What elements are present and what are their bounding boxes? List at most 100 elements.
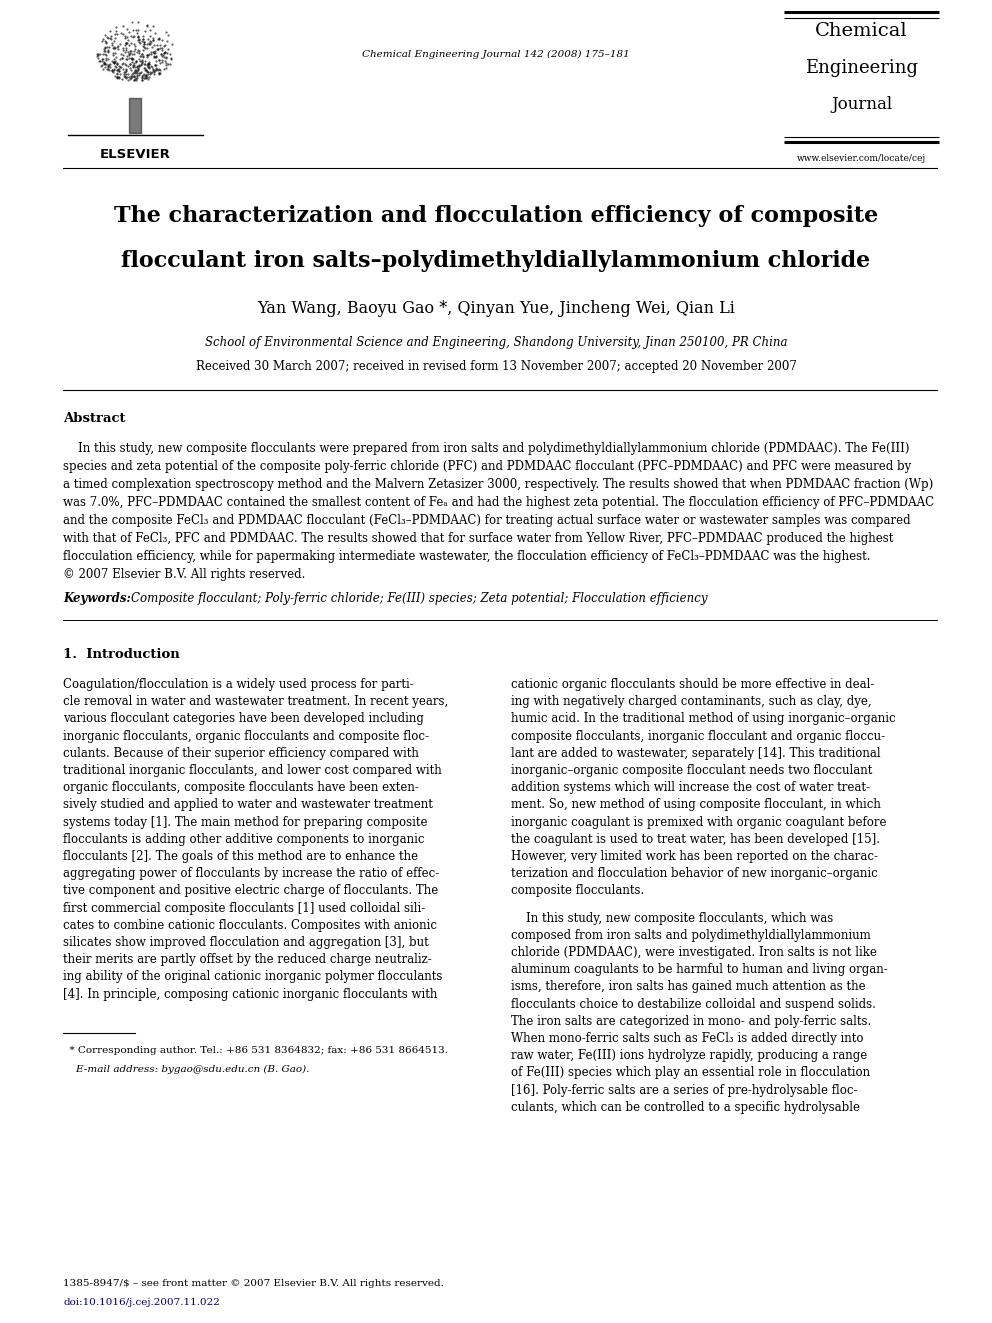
Text: [16]. Poly-ferric salts are a series of pre-hydrolysable floc-: [16]. Poly-ferric salts are a series of … <box>511 1084 857 1097</box>
Point <box>136 33 152 54</box>
Point <box>147 54 163 75</box>
Point <box>108 17 124 38</box>
Point <box>137 50 153 71</box>
Point <box>120 41 136 62</box>
Text: and the composite FeCl₃ and PDMDAAC flocculant (FeCl₃–PDMDAAC) for treating actu: and the composite FeCl₃ and PDMDAAC floc… <box>63 515 911 527</box>
Point <box>131 29 147 50</box>
Text: traditional inorganic flocculants, and lower cost compared with: traditional inorganic flocculants, and l… <box>63 763 441 777</box>
Point <box>128 60 144 81</box>
Point <box>151 64 167 85</box>
Point <box>108 57 124 78</box>
Point <box>109 64 125 85</box>
Text: cationic organic flocculants should be more effective in deal-: cationic organic flocculants should be m… <box>511 677 874 691</box>
Point <box>123 66 139 87</box>
Point <box>114 48 130 69</box>
Point <box>137 65 153 86</box>
Text: humic acid. In the traditional method of using inorganic–organic: humic acid. In the traditional method of… <box>511 712 896 725</box>
Point <box>98 44 114 65</box>
Point <box>129 57 145 78</box>
Point <box>120 64 136 85</box>
Point <box>102 20 118 41</box>
Point <box>151 38 167 60</box>
Point <box>103 28 119 49</box>
Point <box>135 36 151 57</box>
Point <box>132 33 148 54</box>
Point <box>115 38 131 60</box>
Point <box>143 62 159 83</box>
Point <box>163 53 179 74</box>
Point <box>118 32 134 53</box>
Point <box>139 61 155 82</box>
Point <box>151 58 167 79</box>
Point <box>123 67 139 89</box>
Text: their merits are partly offset by the reduced charge neutraliz-: their merits are partly offset by the re… <box>63 953 432 966</box>
Point <box>92 50 108 71</box>
Text: Composite flocculant; Poly-ferric chloride; Fe(III) species; Zeta potential; Flo: Composite flocculant; Poly-ferric chlori… <box>131 591 707 605</box>
Point <box>118 61 134 82</box>
Point <box>120 29 136 50</box>
Point <box>134 69 150 90</box>
Point <box>122 53 138 74</box>
Point <box>109 66 125 87</box>
Point <box>159 53 175 74</box>
Point <box>109 60 125 81</box>
Point <box>126 33 142 54</box>
Point <box>124 48 140 69</box>
Point <box>159 30 175 52</box>
Point <box>124 48 140 69</box>
Point <box>114 67 130 89</box>
Point <box>140 33 156 54</box>
Text: Keywords:: Keywords: <box>63 591 131 605</box>
Point <box>140 56 156 77</box>
Text: The iron salts are categorized in mono- and poly-ferric salts.: The iron salts are categorized in mono- … <box>511 1015 871 1028</box>
Text: Abstract: Abstract <box>63 411 126 425</box>
Point <box>107 52 123 73</box>
Text: E-mail address: bygao@sdu.edu.cn (B. Gao).: E-mail address: bygao@sdu.edu.cn (B. Gao… <box>63 1065 310 1074</box>
Point <box>140 15 156 36</box>
Point <box>136 33 152 54</box>
Point <box>116 64 132 85</box>
Point <box>136 32 152 53</box>
Text: tive component and positive electric charge of flocculants. The: tive component and positive electric cha… <box>63 884 438 897</box>
Point <box>116 61 132 82</box>
Text: Received 30 March 2007; received in revised form 13 November 2007; accepted 20 N: Received 30 March 2007; received in revi… <box>195 360 797 373</box>
Point <box>107 65 123 86</box>
Point <box>105 61 121 82</box>
Point <box>136 32 152 53</box>
Point <box>88 45 104 66</box>
Text: flocculant iron salts–polydimethyldiallylammonium chloride: flocculant iron salts–polydimethyldially… <box>121 250 871 273</box>
Point <box>131 49 147 70</box>
Point <box>136 67 152 89</box>
Point <box>97 44 113 65</box>
Point <box>109 60 125 81</box>
Point <box>131 56 147 77</box>
Point <box>90 48 106 69</box>
Point <box>137 20 153 41</box>
Text: flocculation efficiency, while for papermaking intermediate wastewater, the floc: flocculation efficiency, while for paper… <box>63 550 871 564</box>
Point <box>110 66 126 87</box>
Point <box>122 41 138 62</box>
Text: of Fe(III) species which play an essential role in flocculation: of Fe(III) species which play an essenti… <box>511 1066 870 1080</box>
Point <box>104 42 120 64</box>
Point <box>136 36 152 57</box>
Point <box>152 34 168 56</box>
Point <box>96 36 112 57</box>
Point <box>140 53 156 74</box>
Point <box>126 69 142 90</box>
Point <box>104 60 120 81</box>
Point <box>100 54 116 75</box>
Point <box>136 53 152 74</box>
Point <box>121 34 137 56</box>
Text: Journal: Journal <box>831 97 892 112</box>
Point <box>95 49 111 70</box>
Text: composed from iron salts and polydimethyldiallylammonium: composed from iron salts and polydimethy… <box>511 929 871 942</box>
Point <box>160 54 176 75</box>
Point <box>129 65 145 86</box>
Point <box>107 24 123 45</box>
Point <box>137 64 153 85</box>
Point <box>135 28 151 49</box>
Text: School of Environmental Science and Engineering, Shandong University, Jinan 2501: School of Environmental Science and Engi… <box>204 336 788 349</box>
Point <box>151 49 167 70</box>
Text: In this study, new composite flocculants were prepared from iron salts and polyd: In this study, new composite flocculants… <box>63 442 910 455</box>
Point <box>123 48 139 69</box>
